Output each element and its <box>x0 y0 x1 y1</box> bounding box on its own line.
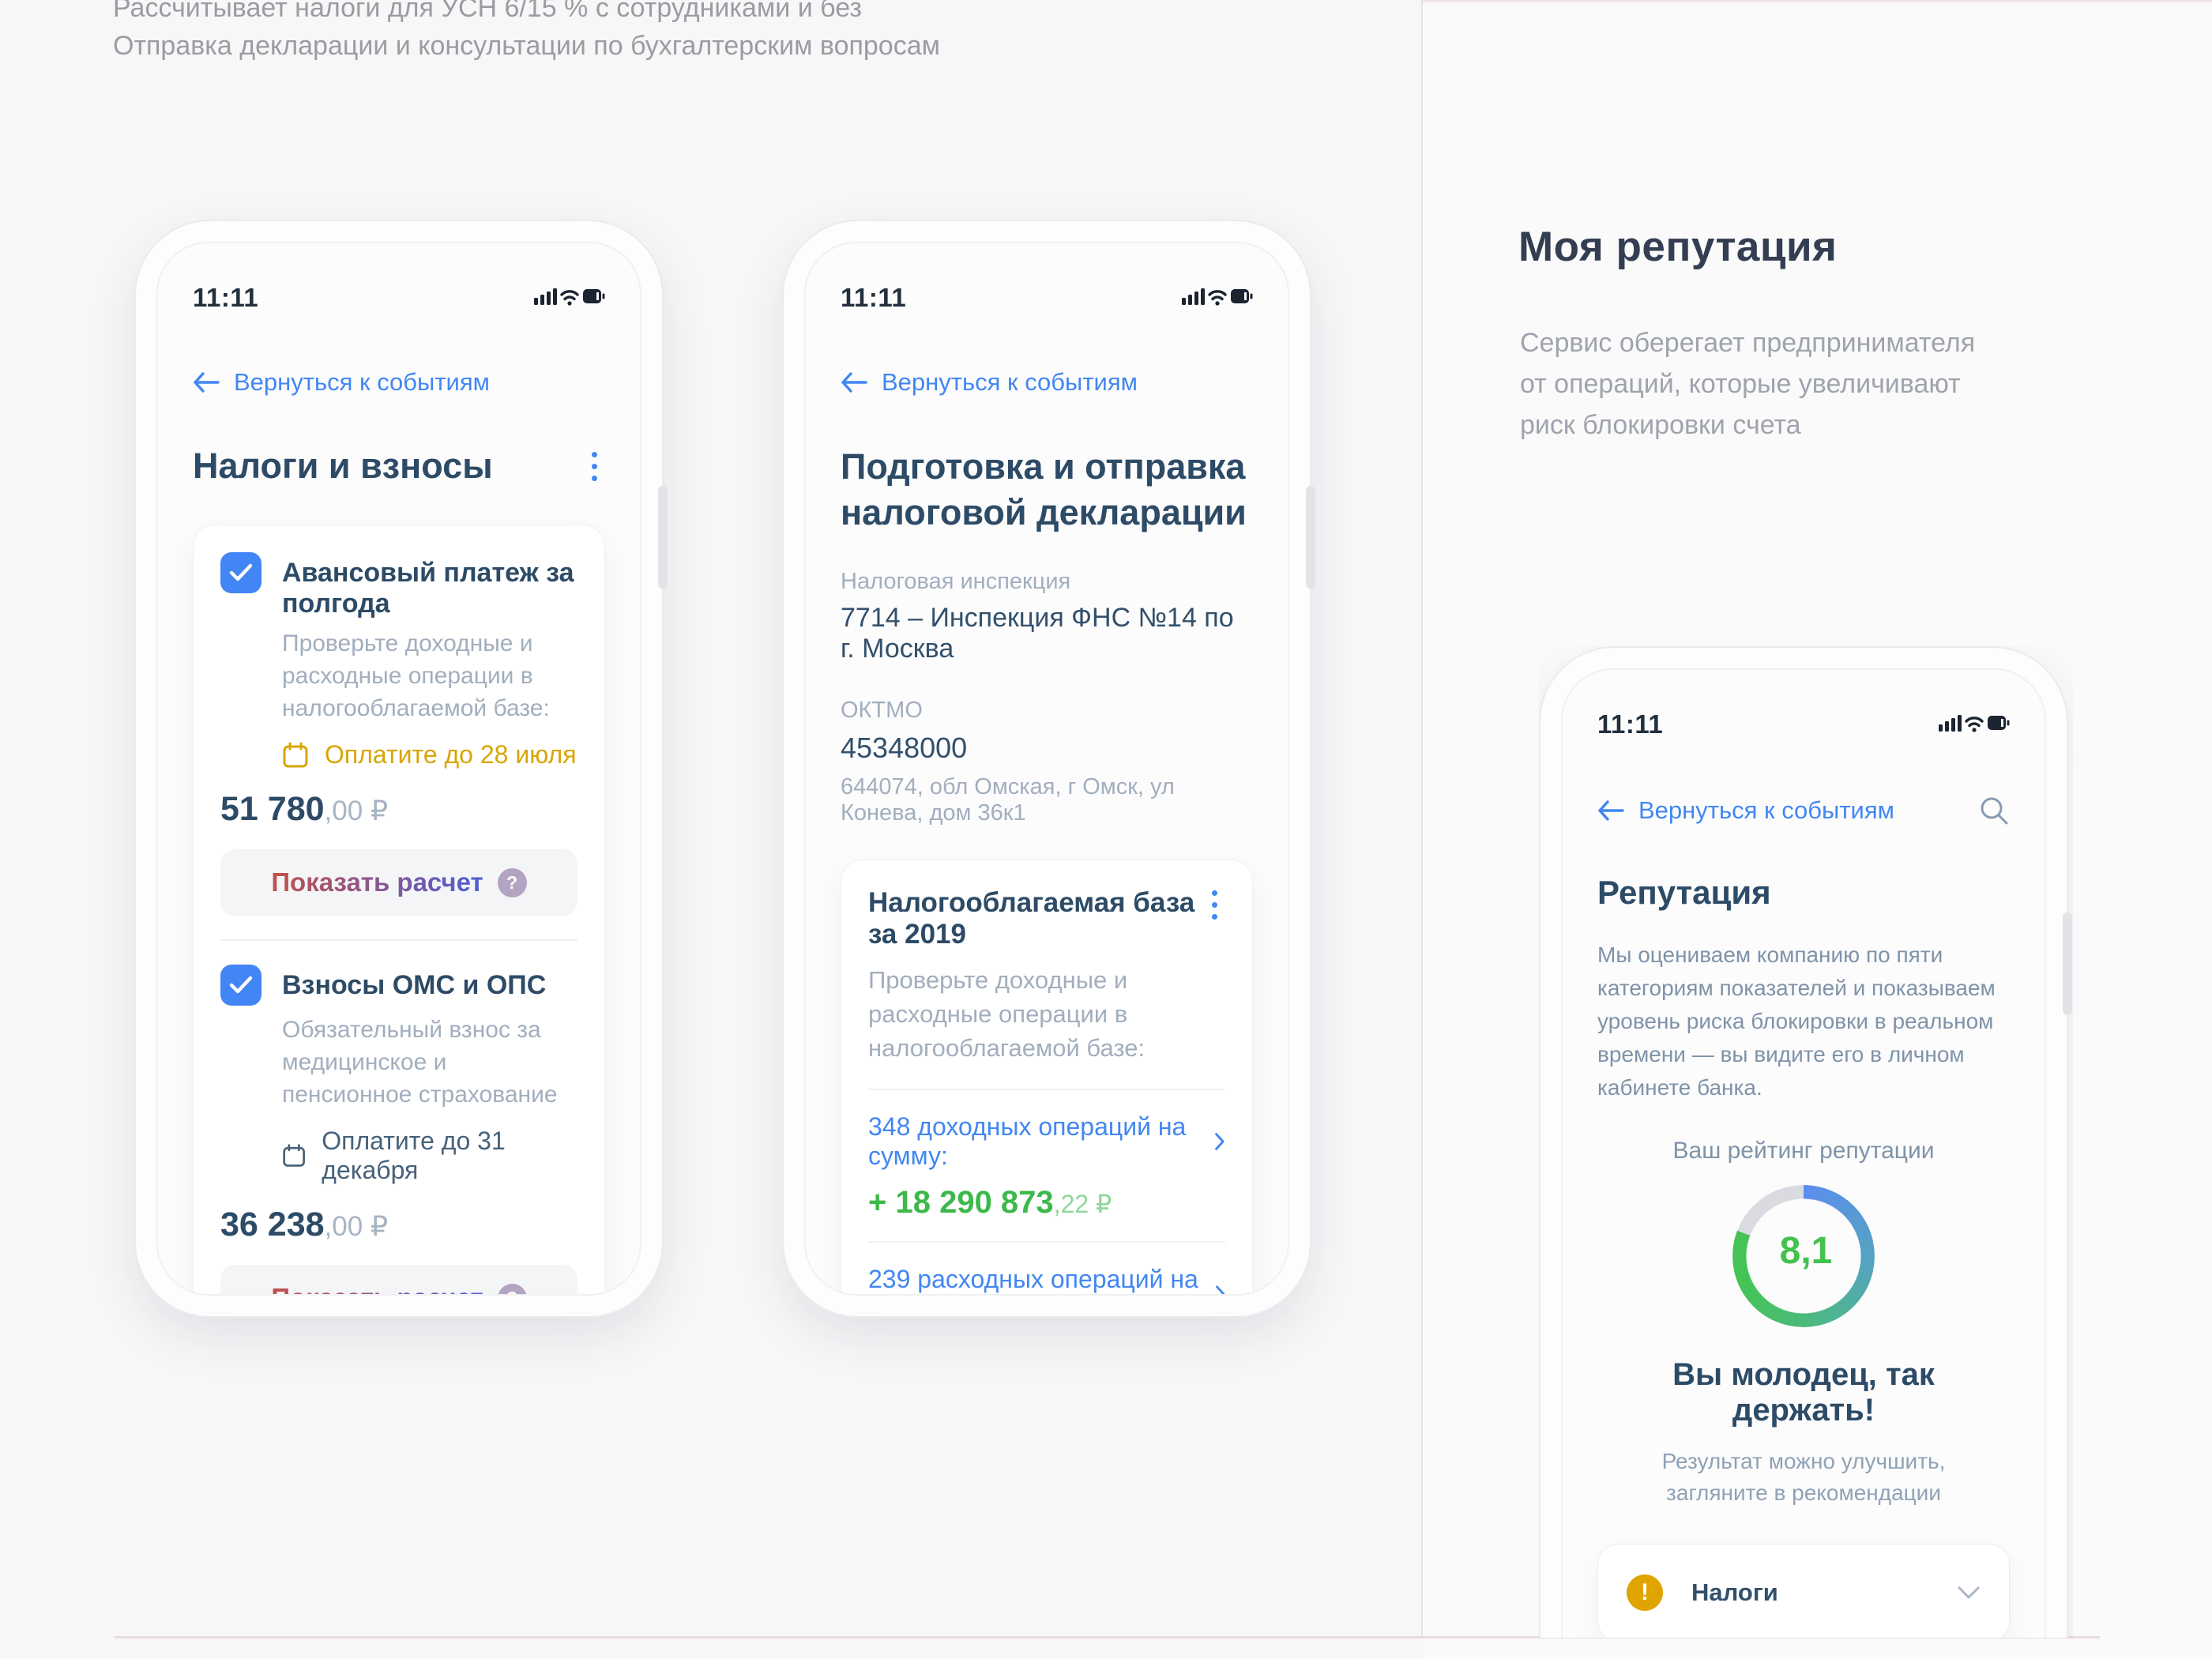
back-arrow-icon <box>1598 800 1624 821</box>
tax-item: Авансовый платеж за полгода Проверьте до… <box>220 552 577 916</box>
phone3-clip-region: 11:11 <box>1539 646 2073 1638</box>
income-operations-row[interactable]: 348 доходных операций на сумму: + 18 290… <box>868 1090 1225 1241</box>
phone-side-button <box>2063 912 2072 1015</box>
tax-item-description: Обязательный взнос за медицинское и пенс… <box>282 1017 558 1108</box>
phone2-screen: 11:11 <box>804 242 1289 1296</box>
status-icons <box>1182 286 1253 310</box>
bottom-section-divider <box>115 1636 2100 1638</box>
inspection-label: Налоговая инспекция <box>841 569 1071 594</box>
inspection-value: 7714 – Инспекция ФНС №14 по г. Москва <box>841 603 1234 664</box>
income-amount: + 18 290 873 <box>868 1185 1054 1220</box>
status-bar: 11:11 <box>1597 708 2010 741</box>
menu-dots-icon[interactable] <box>1204 887 1225 923</box>
status-time: 11:11 <box>193 283 259 312</box>
help-icon[interactable]: ? <box>497 1283 527 1294</box>
rating-message: Вы молодец, так держать! <box>1672 1357 1935 1428</box>
checkbox-checked[interactable] <box>220 965 261 1006</box>
tax-item-title: Взносы ОМС и ОПС <box>282 970 547 1000</box>
intro-line-2: Отправка декларации и консультации по бу… <box>113 31 940 61</box>
rating-value: 8,1 <box>1779 1230 1833 1272</box>
back-arrow-icon <box>841 372 867 393</box>
taxes-card: Авансовый платеж за полгода Проверьте до… <box>193 525 605 1294</box>
back-link[interactable]: Вернуться к событиям <box>841 368 1138 397</box>
page-title: Налоги и взносы <box>193 446 493 486</box>
phone-mockup-reputation: 11:11 <box>1539 646 2072 1638</box>
warning-icon: ! <box>1627 1574 1663 1611</box>
back-link[interactable]: Вернуться к событиям <box>193 368 490 397</box>
tax-item: Взносы ОМС и ОПС Обязательный взнос за м… <box>220 965 577 1294</box>
show-calculation-button[interactable]: Показать расчет ? <box>220 849 577 916</box>
chevron-right-icon <box>1215 1133 1224 1150</box>
status-time: 11:11 <box>1597 709 1664 739</box>
rating-label: Ваш рейтинг репутации <box>1672 1138 1935 1164</box>
card-title: Налогооблагаемая база за 2019 <box>868 887 1195 950</box>
page-title: Подготовка и отправка налоговой декларац… <box>841 446 1247 532</box>
wifi-icon <box>1208 289 1227 306</box>
checkbox-checked[interactable] <box>220 552 261 593</box>
phone-mockup-taxes: 11:11 <box>134 220 668 1318</box>
calendar-icon <box>283 1144 305 1167</box>
intro-line-1: Рассчитывает налоги для УСН 6/15 % с сот… <box>113 0 863 23</box>
tax-item-description: Проверьте доходные и расходные операции … <box>282 630 550 721</box>
wifi-icon <box>1965 716 1984 732</box>
expense-operations-label[interactable]: 239 расходных операций на сумму: <box>868 1265 1198 1293</box>
tax-amount: 51 780,00 ₽ <box>220 790 389 828</box>
reputation-description: Сервис оберегает предпринимателя от опер… <box>1520 328 1976 440</box>
back-arrow-icon <box>194 372 220 393</box>
inspection-address: 644074, обл Омская, г Омск, ул Конева, д… <box>841 774 1175 826</box>
chevron-down-icon <box>1958 1586 1980 1599</box>
status-bar: 11:11 <box>841 281 1253 314</box>
phone1-screen: 11:11 <box>156 242 641 1296</box>
phone-mockup-declaration: 11:11 <box>782 220 1315 1318</box>
income-operations-label[interactable]: 348 доходных операций на сумму: <box>868 1112 1187 1170</box>
card-description: Проверьте доходные и расходные операции … <box>868 966 1146 1062</box>
oktmo-label: ОКТМО <box>841 698 923 723</box>
search-icon[interactable] <box>1978 795 2010 826</box>
card-divider <box>868 1089 1225 1090</box>
page-title: Репутация <box>1597 874 1771 911</box>
due-date: Оплатите до 28 июля <box>325 740 577 769</box>
phone-side-button <box>1306 486 1315 589</box>
tax-base-card: Налогооблагаемая база за 2019 Проверьте … <box>841 860 1253 1294</box>
wifi-icon <box>560 289 579 306</box>
battery-icon <box>1231 288 1253 303</box>
battery-icon <box>1988 715 2010 730</box>
expense-operations-row[interactable]: 239 расходных операций на сумму: - 8 277… <box>868 1243 1225 1294</box>
battery-icon <box>583 288 605 303</box>
calendar-icon <box>283 742 308 767</box>
category-row-taxes[interactable]: ! Налоги <box>1597 1544 2010 1638</box>
card-divider <box>868 1241 1225 1243</box>
menu-dots-icon[interactable] <box>584 449 605 484</box>
tax-amount: 36 238,00 ₽ <box>220 1206 389 1243</box>
show-calculation-button[interactable]: Показать расчет ? <box>220 1265 577 1294</box>
back-link[interactable]: Вернуться к событиям <box>1597 796 1894 825</box>
intro-text: Рассчитывает налоги для УСН 6/15 % с сот… <box>113 0 940 65</box>
due-date: Оплатите до 31 декабря <box>322 1127 506 1184</box>
status-icons <box>1939 713 2010 737</box>
rating-ring-chart <box>1732 1185 1875 1327</box>
phone3-screen: 11:11 <box>1561 668 2046 1638</box>
rating-hint: Результат можно улучшить, загляните в ре… <box>1661 1449 1946 1505</box>
status-time: 11:11 <box>841 283 907 312</box>
vertical-section-divider <box>1421 0 1423 1638</box>
signal-icon <box>534 288 557 305</box>
status-bar: 11:11 <box>193 281 605 314</box>
top-section-divider <box>1423 0 2212 2</box>
status-icons <box>534 286 605 310</box>
help-icon[interactable]: ? <box>497 867 527 897</box>
phone-side-button <box>658 486 668 589</box>
category-label: Налоги <box>1691 1578 1778 1606</box>
tax-item-title: Авансовый платеж за полгода <box>282 558 574 619</box>
card-divider <box>220 939 577 941</box>
signal-icon <box>1939 714 1962 732</box>
oktmo-value: 45348000 <box>841 732 968 764</box>
signal-icon <box>1182 288 1205 305</box>
reputation-heading: Моя репутация <box>1518 224 1838 270</box>
chevron-right-icon <box>1215 1285 1224 1294</box>
reputation-intro-text: Мы оцениваем компанию по пяти категориям… <box>1597 942 1996 1100</box>
